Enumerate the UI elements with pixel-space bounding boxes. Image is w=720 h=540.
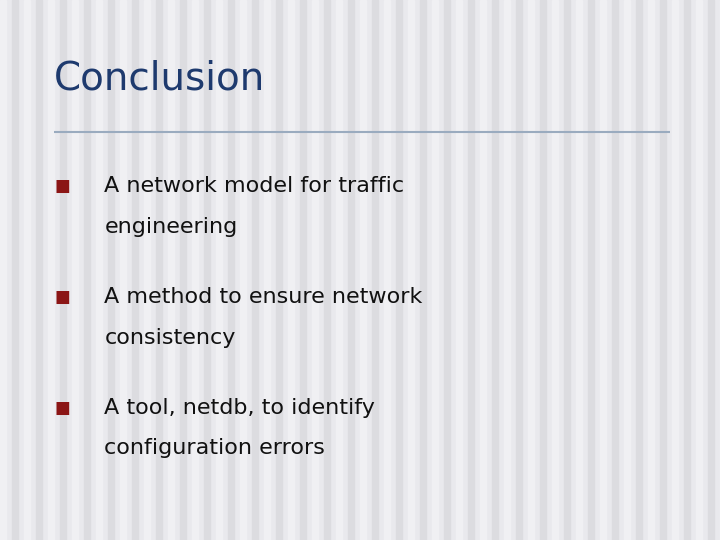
Bar	[516, 0, 522, 540]
Bar	[108, 0, 114, 540]
Bar	[144, 0, 150, 540]
Text: A tool, netdb, to identify: A tool, netdb, to identify	[104, 397, 375, 418]
Bar	[588, 0, 594, 540]
Bar	[600, 0, 606, 540]
Bar	[672, 0, 678, 540]
Bar	[0, 0, 6, 540]
Bar	[648, 0, 654, 540]
Bar	[420, 0, 426, 540]
Bar	[60, 0, 66, 540]
Bar	[312, 0, 318, 540]
Bar	[288, 0, 294, 540]
Bar	[612, 0, 618, 540]
Bar	[564, 0, 570, 540]
Bar	[708, 0, 714, 540]
Bar	[384, 0, 390, 540]
Bar	[48, 0, 54, 540]
Bar	[696, 0, 702, 540]
Bar	[456, 0, 462, 540]
Bar	[24, 0, 30, 540]
Bar	[120, 0, 126, 540]
Bar	[468, 0, 474, 540]
Bar	[240, 0, 246, 540]
Text: ■: ■	[54, 177, 70, 195]
Bar	[408, 0, 414, 540]
Text: configuration errors: configuration errors	[104, 438, 325, 458]
Bar	[180, 0, 186, 540]
Text: A method to ensure network: A method to ensure network	[104, 287, 423, 307]
Bar	[528, 0, 534, 540]
Bar	[96, 0, 102, 540]
Bar	[228, 0, 234, 540]
Bar	[348, 0, 354, 540]
Bar	[168, 0, 174, 540]
Bar	[264, 0, 270, 540]
Bar	[132, 0, 138, 540]
Text: ■: ■	[54, 288, 70, 306]
Bar	[576, 0, 582, 540]
Bar	[72, 0, 78, 540]
Bar	[252, 0, 258, 540]
Text: consistency: consistency	[104, 327, 235, 348]
Bar	[636, 0, 642, 540]
Text: ■: ■	[54, 399, 70, 417]
Bar	[204, 0, 210, 540]
Text: A network model for traffic: A network model for traffic	[104, 176, 405, 197]
Bar	[444, 0, 450, 540]
Text: Conclusion: Conclusion	[54, 59, 265, 97]
Bar	[504, 0, 510, 540]
Bar	[300, 0, 306, 540]
Bar	[372, 0, 378, 540]
Bar	[84, 0, 90, 540]
Bar	[276, 0, 282, 540]
Text: engineering: engineering	[104, 217, 238, 237]
Bar	[660, 0, 666, 540]
Bar	[36, 0, 42, 540]
Bar	[684, 0, 690, 540]
Bar	[336, 0, 342, 540]
Bar	[396, 0, 402, 540]
Bar	[12, 0, 18, 540]
Bar	[156, 0, 162, 540]
Bar	[432, 0, 438, 540]
Bar	[492, 0, 498, 540]
Bar	[360, 0, 366, 540]
Bar	[192, 0, 198, 540]
Bar	[324, 0, 330, 540]
Bar	[540, 0, 546, 540]
Bar	[480, 0, 486, 540]
Bar	[552, 0, 558, 540]
Bar	[216, 0, 222, 540]
Bar	[624, 0, 630, 540]
